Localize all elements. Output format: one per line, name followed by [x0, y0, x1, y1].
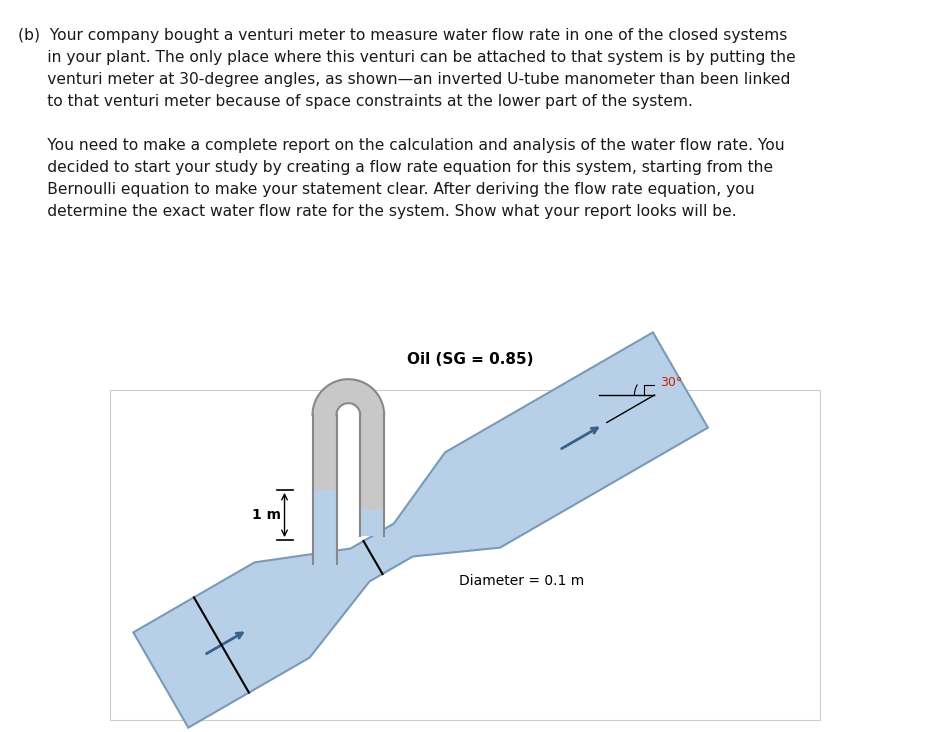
Polygon shape: [361, 415, 384, 536]
Text: 1 m: 1 m: [252, 508, 281, 522]
Text: determine the exact water flow rate for the system. Show what your report looks : determine the exact water flow rate for …: [18, 204, 736, 219]
Text: (b)  Your company bought a venturi meter to measure water flow rate in one of th: (b) Your company bought a venturi meter …: [18, 28, 788, 43]
Polygon shape: [314, 490, 335, 564]
Text: venturi meter at 30-degree angles, as shown—an inverted U-tube manometer than be: venturi meter at 30-degree angles, as sh…: [18, 72, 791, 87]
Text: 30°: 30°: [660, 376, 683, 389]
Polygon shape: [133, 332, 708, 728]
Text: decided to start your study by creating a flow rate equation for this system, st: decided to start your study by creating …: [18, 160, 773, 175]
Polygon shape: [313, 415, 336, 564]
Text: in your plant. The only place where this venturi can be attached to that system : in your plant. The only place where this…: [18, 50, 795, 65]
Polygon shape: [313, 379, 384, 415]
Text: Bernoulli equation to make your statement clear. After deriving the flow rate eq: Bernoulli equation to make your statemen…: [18, 182, 755, 197]
Polygon shape: [336, 414, 361, 564]
Text: Oil (SG = 0.85): Oil (SG = 0.85): [408, 353, 533, 367]
Polygon shape: [362, 510, 383, 536]
Text: to that venturi meter because of space constraints at the lower part of the syst: to that venturi meter because of space c…: [18, 94, 693, 109]
Text: Diameter = 0.1 m: Diameter = 0.1 m: [459, 574, 584, 588]
Text: You need to make a complete report on the calculation and analysis of the water : You need to make a complete report on th…: [18, 138, 785, 153]
